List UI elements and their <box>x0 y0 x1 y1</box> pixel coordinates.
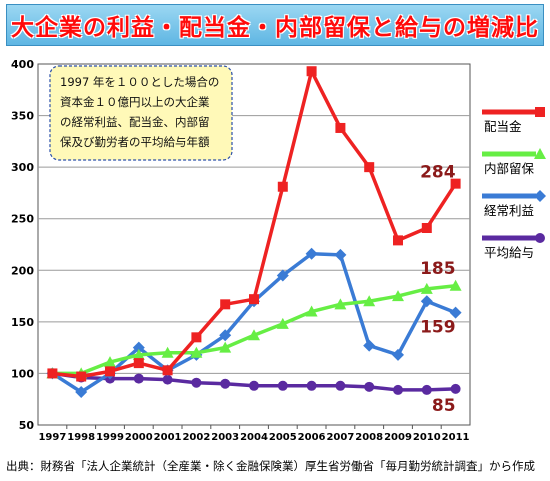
data-point <box>450 383 461 394</box>
x-tick-label: 2010 <box>413 432 441 443</box>
x-tick-label: 2004 <box>240 432 268 443</box>
series-end-label: 159 <box>420 318 456 338</box>
data-point <box>334 298 347 310</box>
data-point <box>276 269 289 282</box>
legend-label: 平均給与 <box>484 245 534 260</box>
legend-label: 経常利益 <box>484 203 534 218</box>
data-point <box>392 290 404 302</box>
data-point <box>277 380 288 391</box>
series-end-label: 284 <box>420 163 456 183</box>
note-line: 1997 年を１００とした場合の <box>60 75 219 89</box>
data-point <box>248 329 260 341</box>
note-line: の経常利益、配当金、内部留 <box>60 115 210 129</box>
data-point <box>363 339 376 352</box>
y-tick-label: 400 <box>11 58 34 71</box>
data-point <box>76 371 87 382</box>
data-point <box>306 66 317 77</box>
data-point <box>219 341 232 353</box>
y-tick-label: 150 <box>11 316 34 329</box>
data-point <box>420 295 433 308</box>
x-tick-label: 1997 <box>38 432 66 443</box>
title-banner: 大企業の利益・配当金・内部留保と給与の増減比 <box>6 4 544 46</box>
legend-label: 配当金 <box>484 119 522 134</box>
data-point <box>364 381 375 392</box>
legend-label: 内部留保 <box>484 161 535 176</box>
x-tick-label: 1999 <box>96 432 124 443</box>
chart-title: 大企業の利益・配当金・内部留保と給与の増減比 <box>11 15 539 41</box>
source-note: 出典：財務省「法人企業統計（全産業・除く金融保険業）厚生省労働省「毎月勤労統計調… <box>6 459 535 473</box>
data-point <box>364 162 375 173</box>
legend-swatch-marker <box>535 233 545 243</box>
data-point <box>393 384 403 395</box>
y-tick-label: 300 <box>11 161 34 174</box>
data-point <box>305 247 318 260</box>
data-point <box>249 380 259 391</box>
x-tick-label: 2008 <box>355 432 383 443</box>
x-tick-label: 2007 <box>326 432 354 443</box>
y-tick-label: 100 <box>11 367 34 380</box>
data-point <box>276 317 289 329</box>
data-point <box>161 346 174 358</box>
data-point <box>190 346 203 358</box>
note-line: 保及び勤労者の平均給与年額 <box>60 135 210 149</box>
data-point <box>104 356 116 368</box>
note-box <box>49 65 233 161</box>
data-point <box>449 306 462 319</box>
data-point <box>132 341 145 354</box>
data-point <box>133 358 144 369</box>
x-tick-label: 2006 <box>298 432 326 443</box>
series-end-label: 85 <box>432 396 456 416</box>
data-point <box>162 374 173 385</box>
data-point <box>421 384 432 395</box>
data-point <box>162 365 173 376</box>
data-point <box>132 348 145 360</box>
data-point <box>306 380 317 391</box>
y-tick-label: 200 <box>11 264 34 277</box>
data-point <box>220 378 231 389</box>
data-point <box>335 380 346 391</box>
data-point <box>334 248 347 261</box>
data-point <box>191 332 202 343</box>
data-point <box>421 222 432 233</box>
legend-swatch-marker <box>535 107 545 117</box>
x-tick-label: 2003 <box>211 432 239 443</box>
legend-swatch-marker <box>534 148 546 159</box>
x-tick-label: 2001 <box>154 432 182 443</box>
data-point <box>393 235 403 246</box>
x-tick-label: 2011 <box>442 432 470 443</box>
data-point <box>249 294 259 305</box>
y-tick-label: 50 <box>19 419 35 432</box>
x-tick-label: 2005 <box>269 432 297 443</box>
data-point <box>363 295 376 307</box>
data-point <box>75 385 88 398</box>
data-point <box>47 368 58 379</box>
y-tick-label: 350 <box>11 110 34 123</box>
y-tick-label: 250 <box>11 213 34 226</box>
data-point <box>305 305 318 317</box>
legend-swatch-marker <box>534 190 546 202</box>
data-point <box>133 373 144 384</box>
data-point <box>219 329 232 342</box>
data-point <box>420 282 433 294</box>
x-tick-label: 2009 <box>384 432 412 443</box>
data-point <box>392 348 404 361</box>
x-tick-label: 2002 <box>182 432 210 443</box>
data-point <box>191 377 202 388</box>
data-point <box>105 366 115 377</box>
data-point <box>277 181 288 192</box>
x-tick-label: 2000 <box>125 432 153 443</box>
series-end-label: 185 <box>420 259 456 279</box>
data-point <box>450 178 461 189</box>
x-tick-label: 1998 <box>67 432 95 443</box>
note-line: 資本金１０億円以上の大企業 <box>60 95 210 109</box>
data-point <box>449 279 462 291</box>
data-point <box>220 299 231 310</box>
data-point <box>335 122 346 133</box>
